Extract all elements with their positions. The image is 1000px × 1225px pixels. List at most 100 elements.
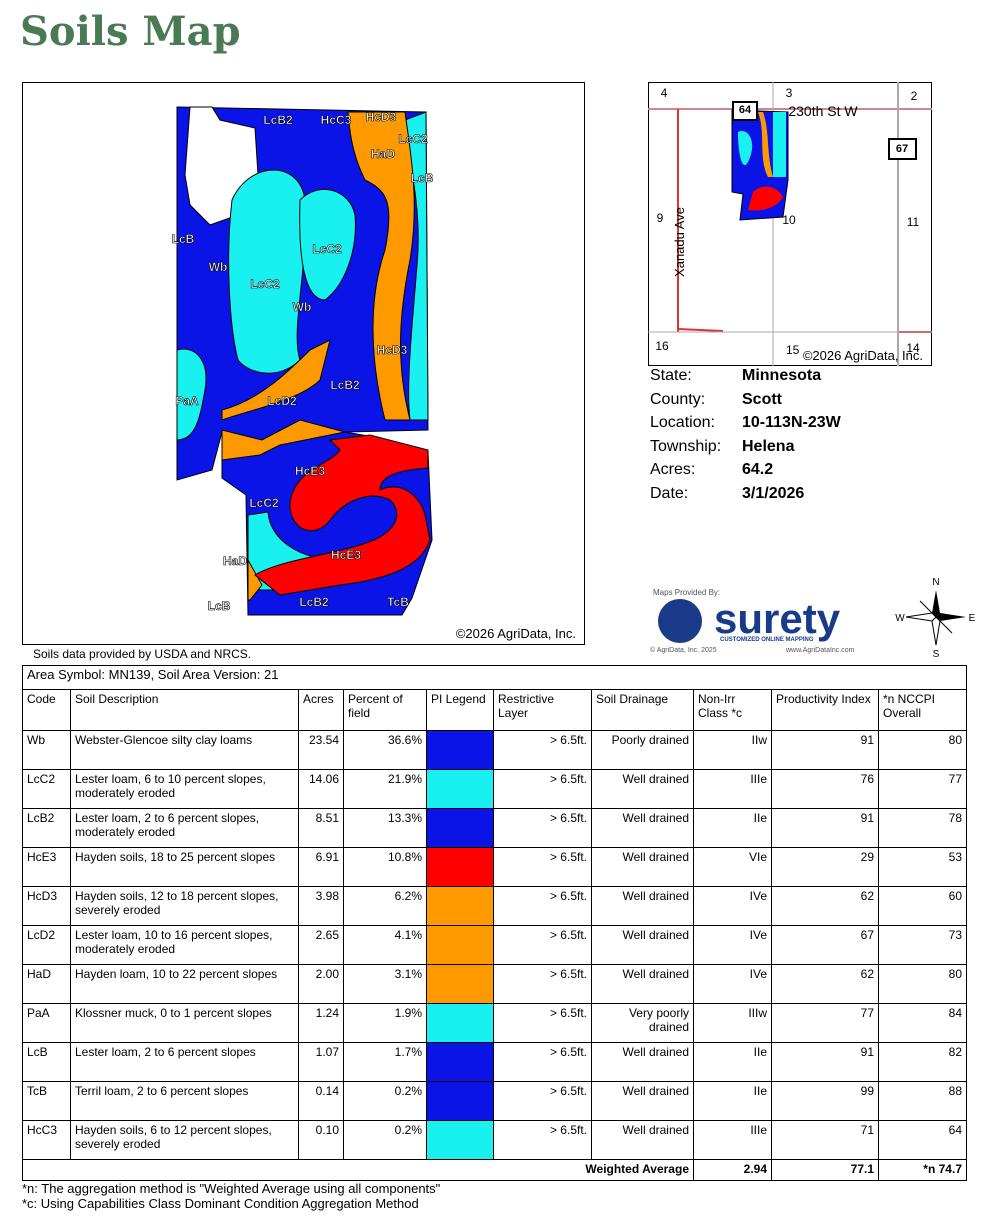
location-label: 15 <box>786 343 800 357</box>
route-shield <box>732 101 758 121</box>
compass-e: E <box>969 613 976 624</box>
cell: Hayden soils, 12 to 18 percent slopes, s… <box>70 886 299 926</box>
cell: IIIe <box>693 769 772 809</box>
soil-label: LcC2 <box>398 132 428 146</box>
logo-provided: Maps Provided By: <box>653 588 720 597</box>
column-header: Code <box>22 689 71 731</box>
soil-lcc2 <box>299 188 356 301</box>
soil-label: HaD <box>371 147 395 161</box>
cell: 1.07 <box>298 1042 344 1082</box>
soil-lcd2 <box>221 419 346 461</box>
location-label: 9 <box>657 211 664 225</box>
cell: 36.6% <box>343 730 427 770</box>
cell: IIe <box>693 1081 772 1121</box>
cell: 62 <box>771 964 879 1004</box>
cell: HcC3 <box>22 1120 71 1160</box>
cell: Lester loam, 10 to 16 percent slopes, mo… <box>70 925 299 965</box>
cell: Well drained <box>591 808 694 848</box>
pi-legend <box>426 964 494 1004</box>
cell: Lester loam, 2 to 6 percent slopes <box>70 1042 299 1082</box>
soil-label: TcB <box>387 595 409 609</box>
soil-label: LcB2 <box>263 113 293 127</box>
cell: > 6.5ft. <box>493 1003 592 1043</box>
location-label: 11 <box>907 215 920 229</box>
cell: IVe <box>693 964 772 1004</box>
info-label: Acres: <box>650 461 696 479</box>
compass: N S W E <box>895 577 976 660</box>
pi-legend <box>426 730 494 770</box>
soil-label: HcE3 <box>295 464 325 478</box>
cell: 91 <box>771 1042 879 1082</box>
weighted-value: 77.1 <box>771 1159 879 1181</box>
pi-legend <box>426 808 494 848</box>
location-label: 16 <box>655 339 669 353</box>
compass-star <box>919 600 937 618</box>
info-label: Township: <box>650 437 722 455</box>
soil-paa <box>176 348 207 441</box>
cell: Well drained <box>591 1081 694 1121</box>
cell: 4.1% <box>343 925 427 965</box>
cell: 64 <box>878 1120 967 1160</box>
compass-star <box>931 616 941 646</box>
info-label: Location: <box>650 414 715 432</box>
compass-s: S <box>933 649 940 660</box>
cell: 73 <box>878 925 967 965</box>
column-header: Non-Irr Class *c <box>693 689 772 731</box>
info-value: 64.2 <box>742 461 774 479</box>
column-header: Percent of field <box>343 689 427 731</box>
cell: > 6.5ft. <box>493 1042 592 1082</box>
map-copyright: ©2026 AgriData, Inc. <box>456 626 576 641</box>
compass-star <box>936 613 966 621</box>
cell: 10.8% <box>343 847 427 887</box>
pi-legend <box>426 847 494 887</box>
pi-legend <box>426 925 494 965</box>
cell: > 6.5ft. <box>493 1081 592 1121</box>
location-copyright: ©2026 AgriData, Inc. <box>803 348 923 363</box>
soil-label: LcC2 <box>249 496 279 510</box>
location-map: 4 3 2 64 230th St W 67 9 10 11 Xanadu Ave 16 15 14©2… <box>648 82 932 366</box>
cell: Hayden soils, 6 to 12 percent slopes, se… <box>70 1120 299 1160</box>
pi-legend <box>426 1120 494 1160</box>
location-label: Xanadu Ave <box>672 207 687 277</box>
cell: Terril loam, 2 to 6 percent slopes <box>70 1081 299 1121</box>
soil-label: HcC3 <box>321 113 352 127</box>
cell: 91 <box>771 808 879 848</box>
road <box>677 328 724 332</box>
cell: Poorly drained <box>591 730 694 770</box>
cell: IIw <box>693 730 772 770</box>
cell: 13.3% <box>343 808 427 848</box>
soil-label: LcB <box>411 171 434 185</box>
location-frame <box>648 82 932 366</box>
cell: 3.1% <box>343 964 427 1004</box>
compass-w: W <box>895 613 905 624</box>
info-label: State: <box>650 367 692 384</box>
cell: LcC2 <box>22 769 71 809</box>
cell: 78 <box>878 808 967 848</box>
cell: 3.98 <box>298 886 344 926</box>
cell: 0.2% <box>343 1120 427 1160</box>
soil-label: PaA <box>175 394 199 408</box>
cell: 1.24 <box>298 1003 344 1043</box>
cell: 53 <box>878 847 967 887</box>
cell: Hayden loam, 10 to 22 percent slopes <box>70 964 299 1004</box>
cell: 1.7% <box>343 1042 427 1082</box>
cell: Well drained <box>591 769 694 809</box>
cell: IIIw <box>693 1003 772 1043</box>
weighted-value: 2.94 <box>693 1159 772 1181</box>
cell: IIe <box>693 1042 772 1082</box>
route-shield <box>888 138 917 160</box>
cell: Well drained <box>591 886 694 926</box>
info-value: Scott <box>742 390 782 408</box>
column-header: Soil Drainage <box>591 689 694 731</box>
soil-label: HaD <box>223 554 247 568</box>
cell: > 6.5ft. <box>493 769 592 809</box>
soil-label: HcE3 <box>331 548 361 562</box>
location-label: 4 <box>661 86 668 100</box>
cell: 6.2% <box>343 886 427 926</box>
cell: VIe <box>693 847 772 887</box>
cell: 77 <box>878 769 967 809</box>
cell: 60 <box>878 886 967 926</box>
cell: > 6.5ft. <box>493 964 592 1004</box>
cell: 76 <box>771 769 879 809</box>
cell: Klossner muck, 0 to 1 percent slopes <box>70 1003 299 1043</box>
